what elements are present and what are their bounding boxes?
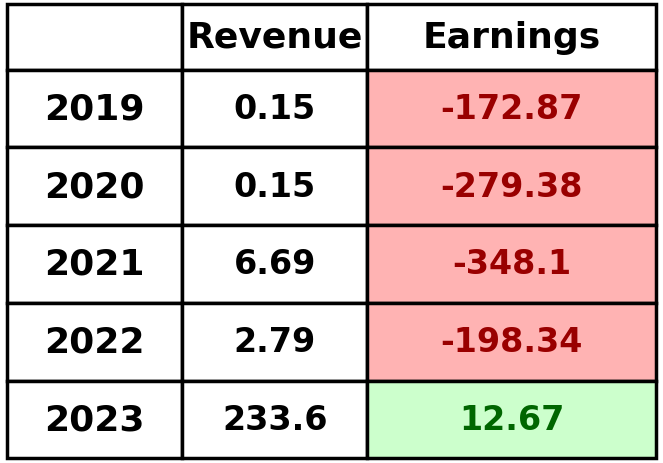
Bar	[7, 225, 182, 303]
Bar	[367, 303, 656, 381]
Bar	[7, 5, 182, 70]
Text: 2023: 2023	[44, 403, 145, 437]
Bar	[7, 70, 182, 148]
Text: 0.15: 0.15	[233, 170, 316, 203]
Text: 12.67: 12.67	[459, 403, 564, 436]
Text: Earnings: Earnings	[423, 20, 601, 55]
Text: 2020: 2020	[44, 170, 145, 204]
Text: 2.79: 2.79	[233, 325, 316, 358]
Bar	[182, 225, 367, 303]
Text: 6.69: 6.69	[233, 248, 316, 281]
Text: Revenue: Revenue	[186, 20, 363, 55]
Bar	[367, 5, 656, 70]
Bar	[182, 381, 367, 458]
Bar	[367, 225, 656, 303]
Bar	[182, 70, 367, 148]
Bar	[7, 303, 182, 381]
Bar	[182, 5, 367, 70]
Bar	[182, 148, 367, 225]
Bar	[7, 148, 182, 225]
Bar	[367, 70, 656, 148]
Text: 0.15: 0.15	[233, 93, 316, 125]
Bar	[367, 148, 656, 225]
Bar	[182, 303, 367, 381]
Text: -279.38: -279.38	[440, 170, 583, 203]
Text: 2022: 2022	[44, 325, 145, 359]
Text: -348.1: -348.1	[452, 248, 572, 281]
Text: -172.87: -172.87	[441, 93, 583, 125]
Bar	[7, 381, 182, 458]
Text: 233.6: 233.6	[222, 403, 328, 436]
Text: 2021: 2021	[44, 247, 145, 282]
Text: -198.34: -198.34	[441, 325, 583, 358]
Bar	[367, 381, 656, 458]
Text: 2019: 2019	[44, 92, 145, 126]
